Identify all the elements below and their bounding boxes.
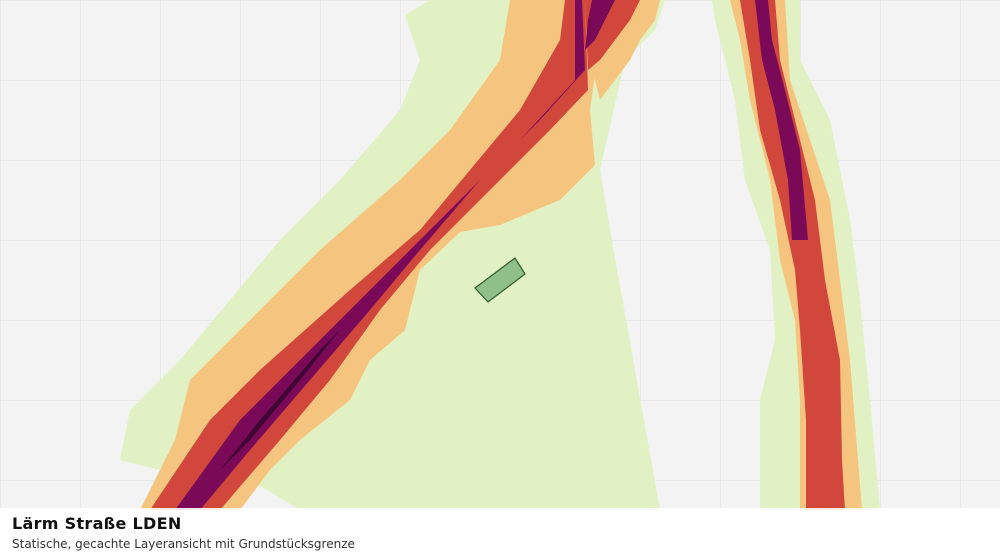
map-subtitle: Statische, gecachte Layeransicht mit Gru… [12,537,355,551]
noise-zone-extreme [220,330,340,470]
noise-zone-very-high [175,0,585,510]
caption-bar: Lärm Straße LDEN Statische, gecachte Lay… [0,508,1000,560]
noise-zone-high [740,0,845,510]
parcel-boundary [474,257,526,303]
noise-zone-very-high [755,0,808,240]
noise-zone-high [150,0,588,510]
noise-zone-very-high [585,0,615,50]
map-title: Lärm Straße LDEN [12,514,182,533]
